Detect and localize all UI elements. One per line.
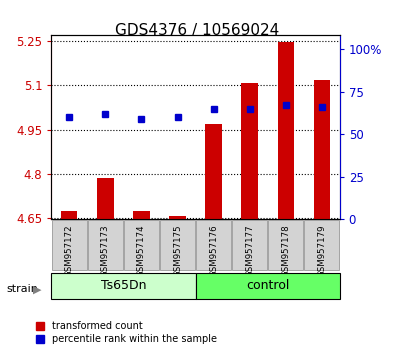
- Text: GSM957173: GSM957173: [101, 225, 110, 277]
- FancyBboxPatch shape: [196, 273, 340, 299]
- FancyBboxPatch shape: [196, 220, 231, 270]
- FancyBboxPatch shape: [232, 220, 267, 270]
- Text: GDS4376 / 10569024: GDS4376 / 10569024: [115, 23, 280, 38]
- FancyBboxPatch shape: [268, 220, 303, 270]
- Bar: [278, 42, 294, 219]
- Bar: [314, 80, 330, 219]
- Text: GSM957177: GSM957177: [245, 225, 254, 277]
- Text: GSM957174: GSM957174: [137, 225, 146, 277]
- FancyBboxPatch shape: [88, 220, 123, 270]
- Text: GSM957175: GSM957175: [173, 225, 182, 277]
- Text: GSM957178: GSM957178: [281, 225, 290, 277]
- Bar: [61, 211, 77, 219]
- Bar: [205, 124, 222, 219]
- Legend: transformed count, percentile rank within the sample: transformed count, percentile rank withi…: [36, 321, 217, 344]
- Text: Ts65Dn: Ts65Dn: [101, 279, 146, 292]
- FancyBboxPatch shape: [124, 220, 159, 270]
- Bar: [134, 211, 150, 219]
- Text: control: control: [246, 279, 289, 292]
- FancyBboxPatch shape: [304, 220, 339, 270]
- Text: strain: strain: [6, 284, 38, 294]
- Bar: [169, 216, 186, 219]
- Text: GSM957179: GSM957179: [317, 225, 326, 277]
- FancyBboxPatch shape: [51, 273, 196, 299]
- Bar: [241, 83, 258, 219]
- Bar: [97, 178, 113, 219]
- Text: GSM957172: GSM957172: [65, 225, 74, 277]
- FancyBboxPatch shape: [160, 220, 195, 270]
- Text: ▶: ▶: [33, 284, 42, 294]
- FancyBboxPatch shape: [52, 220, 87, 270]
- Text: GSM957176: GSM957176: [209, 225, 218, 277]
